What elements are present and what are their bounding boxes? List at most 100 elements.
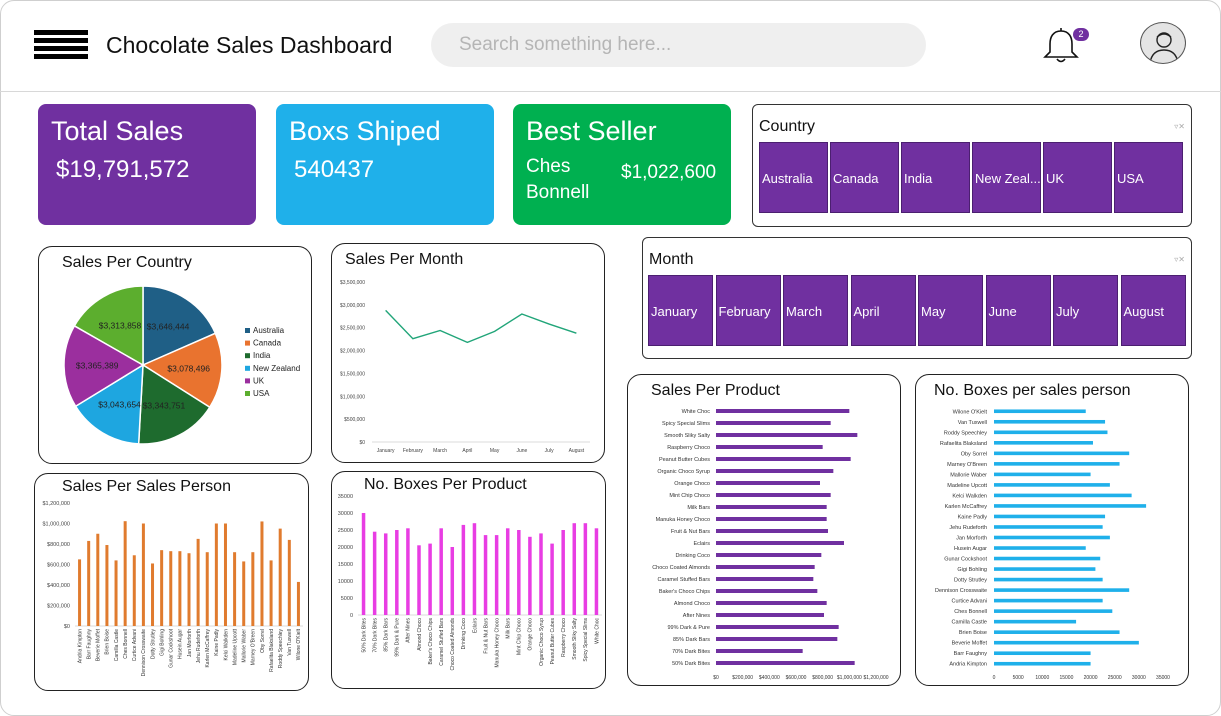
bar [123,521,127,626]
bar [269,560,273,626]
y-tick-label: Camilla Castle [952,620,987,626]
kpi-boxes-shipped: Boxs Shiped 540437 [276,104,494,225]
bar [223,523,227,626]
y-tick-label: $1,200,000 [42,501,70,507]
legend-label: India [253,351,271,360]
slicer-month-item-may[interactable]: May [918,275,983,346]
x-tick-label: Jan Morforth [187,629,193,657]
x-tick-label: 99% Dark & Pure [395,618,401,657]
bar [716,625,839,629]
y-tick-label: Fruit & Nut Bars [671,529,710,535]
bar [372,531,377,615]
y-tick-label: Marney O'Breen [947,462,987,468]
slicer-month-item-august[interactable]: August [1120,275,1186,346]
x-tick-label: Peanut Butter Cubes [550,618,556,665]
slicer-month-item-january[interactable]: January [648,275,713,346]
bar [716,445,823,449]
y-tick-label: Mallorie Waber [950,472,987,478]
slicer-country-item-uk[interactable]: UK [1043,142,1112,213]
slicer-country-item-usa[interactable]: USA [1114,142,1183,213]
y-tick-label: Van Tuxwell [958,420,987,426]
y-tick-label: Jehu Rudeforth [949,525,987,531]
y-tick-label: Dotty Strutley [954,578,987,584]
y-tick-label: Baker's Choco Chips [659,589,710,595]
bar [251,552,255,626]
bar [716,529,828,533]
search-input[interactable] [431,23,926,67]
bar [994,588,1130,592]
slicer-month-item-july[interactable]: July [1053,275,1118,346]
slicer-month-item-april[interactable]: April [850,275,916,346]
y-tick-label: Jan Morforth [956,536,987,542]
slicer-country-item-canada[interactable]: Canada [830,142,899,213]
bar [214,523,218,626]
bar [141,523,145,626]
bar [287,539,291,626]
pie-data-label: $3,646,444 [147,322,190,332]
bar [561,530,565,615]
bar [417,545,421,615]
filter-clear-icon[interactable]: ▿✕ [1174,122,1185,131]
x-tick-label: Baker's Choco Chips [428,618,434,665]
bar [994,493,1132,498]
bar [539,533,543,615]
bar [716,541,844,545]
x-tick-label: Brien Boise [105,629,111,655]
x-tick-label: Roddy Speechley [278,629,284,669]
bell-icon[interactable] [1040,27,1082,65]
y-tick-label: Wilone O'Kielt [953,409,988,415]
bar [994,640,1139,645]
filter-clear-icon[interactable]: ▿✕ [1174,255,1185,264]
bar [994,535,1110,540]
y-tick-label: $200,000 [47,604,70,610]
y-tick-label: Mint Chip Choco [669,493,710,499]
kpi-best-seller-value: $1,022,600 [621,162,717,183]
bar [716,433,858,437]
y-tick-label: Peanut Butter Cubes [659,457,710,463]
slicer-month-item-june[interactable]: June [985,275,1051,346]
bar [105,545,109,626]
sales-per-country-card: Sales Per Country $3,646,444 $3,078,496 $3… [38,246,312,464]
country-slicer-title: Country [759,118,816,135]
bar [594,528,599,615]
series-line [385,309,577,344]
bar [406,528,410,615]
bar [472,523,477,615]
y-tick-label: 85% Dark Bars [673,637,710,643]
hamburger-menu-icon[interactable] [34,30,88,60]
user-avatar[interactable] [1140,22,1186,64]
y-tick-label: 70% Dark Bites [672,649,710,655]
y-tick-label: Raspberry Choco [667,445,710,451]
y-tick-label: 35000 [338,494,353,500]
bar [428,543,432,615]
x-tick-label: Dotty Strutley [150,629,156,660]
pie-data-label: $3,043,654 [98,399,141,409]
slicer-country-item-new-zeal[interactable]: New Zeal... [972,142,1041,213]
bar [583,523,588,615]
x-tick-label: Gunar Cockshoot [169,628,175,668]
x-tick-label: Ches Bonnell [123,629,129,659]
slicer-month-item-march[interactable]: March [783,275,848,346]
boxes-per-sales-person-card: No. Boxes per sales person Wilone O'Kiel… [915,374,1189,686]
x-tick-label: Mint Chip Choco [517,618,523,655]
bar [716,661,855,665]
x-tick-label: 0 [993,675,996,681]
slicer-month-item-february[interactable]: February [715,275,781,346]
x-tick-label: Rafaelita Blaksland [269,629,275,672]
x-tick-label: Smooth Sliky Salty [572,618,578,660]
x-tick-label: $0 [713,675,719,681]
y-tick-label: Drinking Coco [675,553,710,559]
slicer-country-item-australia[interactable]: Australia [759,142,828,213]
slicer-country-item-india[interactable]: India [901,142,970,213]
bar [994,419,1106,424]
bar [132,555,136,626]
x-tick-label: Madeline Upcott [232,628,238,665]
x-tick-label: Orange Choco [528,618,534,651]
bar [716,493,831,497]
y-tick-label: After Nines [683,613,710,619]
y-tick-label: White Choc [682,409,711,415]
y-tick-label: Organic Choco Syrup [657,469,710,475]
legend-label: UK [253,376,265,385]
bar [716,601,827,605]
x-tick-label: Mallorie Waber [242,629,248,663]
